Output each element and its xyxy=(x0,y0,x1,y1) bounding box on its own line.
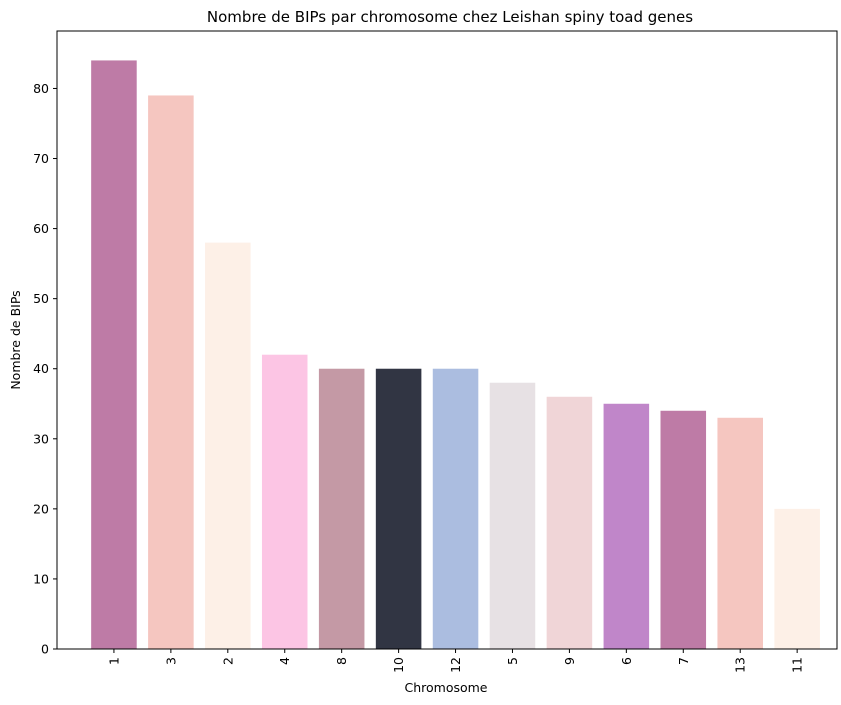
x-tick-label: 6 xyxy=(619,657,634,665)
x-axis-label: Chromosome xyxy=(404,680,487,695)
bar-chromosome-5 xyxy=(489,382,536,649)
chart-title: Nombre de BIPs par chromosome chez Leish… xyxy=(207,8,693,26)
x-axis: 1 3 2 4 8 10 12 5 9 6 7 13 11 xyxy=(106,649,805,673)
x-tick-label: 3 xyxy=(163,657,178,665)
y-tick-label: 70 xyxy=(33,151,49,166)
y-axis: 0 10 20 30 40 50 60 70 80 xyxy=(33,81,57,657)
bar-chromosome-13 xyxy=(717,417,763,649)
bar-chromosome-11 xyxy=(774,508,820,649)
x-tick-label: 5 xyxy=(505,657,520,665)
x-tick-label: 12 xyxy=(448,657,463,673)
bar-chromosome-4 xyxy=(261,354,308,649)
bar-chromosome-12 xyxy=(432,368,479,649)
x-tick-label: 8 xyxy=(334,657,349,665)
y-axis-label: Nombre de BIPs xyxy=(8,290,23,389)
bar-chromosome-2 xyxy=(205,242,251,650)
y-tick-label: 30 xyxy=(33,431,49,446)
bar-chromosome-7 xyxy=(660,410,707,649)
bar-chromosome-6 xyxy=(603,403,650,649)
bar-chromosome-10 xyxy=(375,368,422,649)
x-tick-label: 1 xyxy=(106,657,121,665)
x-tick-label: 11 xyxy=(790,657,805,673)
x-tick-label: 9 xyxy=(562,657,577,665)
x-tick-label: 7 xyxy=(676,657,691,665)
bar-chromosome-9 xyxy=(546,396,593,649)
x-tick-label: 2 xyxy=(220,657,235,665)
y-tick-label: 20 xyxy=(33,501,49,516)
bar-chromosome-1 xyxy=(91,60,137,650)
y-tick-label: 80 xyxy=(33,81,49,96)
bars-group xyxy=(91,60,820,650)
y-tick-label: 50 xyxy=(33,291,49,306)
bar-chromosome-8 xyxy=(318,368,365,649)
plot-frame xyxy=(56,30,838,650)
y-tick-label: 0 xyxy=(41,642,49,657)
x-tick-label: 10 xyxy=(391,657,406,673)
y-tick-label: 10 xyxy=(33,571,49,586)
y-tick-label: 60 xyxy=(33,221,49,236)
x-tick-label: 4 xyxy=(277,657,292,665)
x-tick-label: 13 xyxy=(733,657,748,673)
y-tick-label: 40 xyxy=(33,361,49,376)
bar-chromosome-3 xyxy=(148,95,194,649)
